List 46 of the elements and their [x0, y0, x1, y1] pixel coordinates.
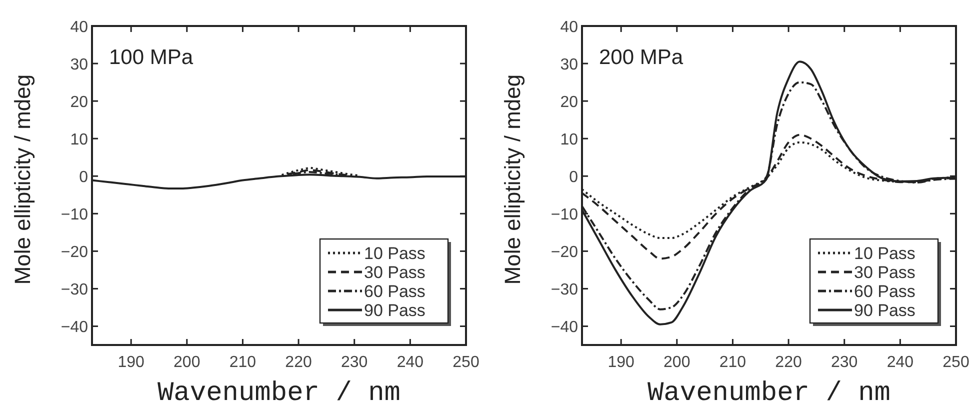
- legend-label: 30 Pass: [854, 263, 916, 282]
- y-tick-label: −40: [60, 319, 88, 336]
- y-tick-label: −20: [550, 244, 578, 262]
- legend-label: 10 Pass: [364, 244, 426, 263]
- y-axis-title: Mole ellipticity / mdeg: [500, 74, 525, 285]
- x-axis-title: Wavenumber / nm: [157, 379, 401, 409]
- x-tick-label: 230: [341, 354, 368, 371]
- x-tick-label: 230: [831, 354, 858, 371]
- x-tick-label: 200: [174, 354, 200, 371]
- x-tick-label: 250: [452, 354, 480, 371]
- y-tick-label: 0: [569, 169, 578, 186]
- x-tick-label: 240: [886, 354, 914, 371]
- y-tick-label: −10: [60, 206, 88, 224]
- y-tick-label: 20: [70, 94, 88, 112]
- x-tick-label: 210: [229, 354, 256, 371]
- y-tick-label: 30: [70, 56, 88, 74]
- legend-label: 60 Pass: [854, 282, 916, 301]
- y-tick-label: 10: [560, 132, 578, 149]
- annotation: 200 MPa: [599, 46, 684, 69]
- x-tick-label: 220: [775, 354, 802, 371]
- legend-label: 90 Pass: [854, 301, 916, 320]
- y-tick-label: 30: [560, 56, 578, 74]
- y-tick-label: 20: [560, 94, 578, 112]
- legend-label: 90 Pass: [364, 301, 426, 320]
- y-tick-label: −10: [550, 206, 578, 224]
- y-tick-label: 0: [79, 169, 88, 186]
- x-tick-label: 190: [118, 354, 145, 371]
- y-tick-label: 40: [560, 19, 578, 36]
- legend-label: 30 Pass: [364, 263, 426, 282]
- x-tick-label: 190: [608, 354, 635, 371]
- x-tick-label: 240: [396, 354, 424, 371]
- legend-label: 10 Pass: [854, 244, 916, 263]
- x-axis-title: Wavenumber / nm: [647, 379, 891, 409]
- y-tick-label: −30: [60, 282, 88, 299]
- legend-label: 60 Pass: [364, 282, 426, 301]
- x-tick-label: 200: [664, 354, 690, 371]
- y-tick-label: 40: [70, 19, 88, 36]
- x-tick-label: 220: [285, 354, 312, 371]
- x-tick-label: 210: [719, 354, 746, 371]
- y-tick-label: −30: [550, 282, 578, 299]
- y-tick-label: −20: [60, 244, 88, 262]
- x-tick-label: 250: [942, 354, 970, 371]
- y-axis-title: Mole ellipticity / mdeg: [10, 74, 35, 285]
- y-tick-label: 10: [70, 132, 88, 149]
- y-tick-label: −40: [550, 319, 578, 336]
- annotation: 100 MPa: [109, 46, 194, 69]
